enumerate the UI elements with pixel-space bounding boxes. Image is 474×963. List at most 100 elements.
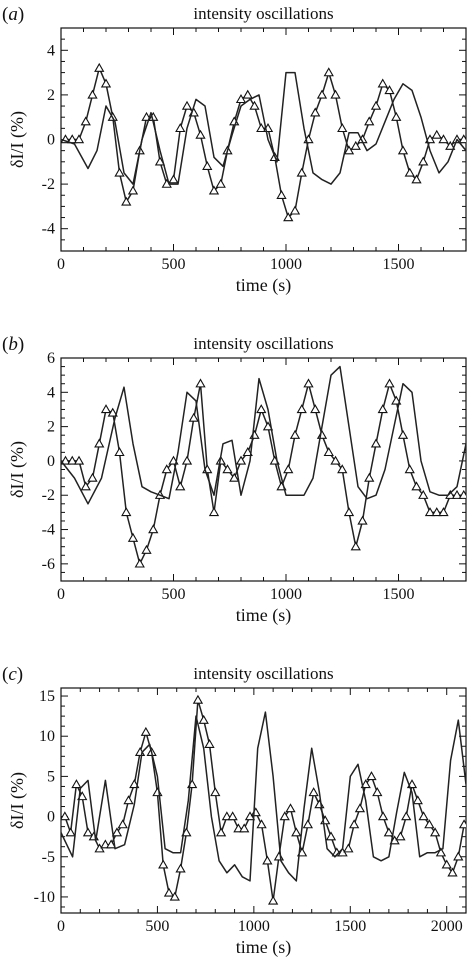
data-point-marker: [169, 891, 180, 901]
data-point-marker: [372, 787, 383, 797]
data-point-marker: [134, 558, 145, 568]
data-point-marker: [123, 795, 134, 805]
data-point-marker: [429, 827, 441, 837]
data-point-marker: [458, 819, 466, 829]
series-plain-line: [61, 71, 466, 185]
data-point-marker: [163, 887, 175, 897]
y-tick-label: -2: [42, 176, 55, 193]
data-point-marker: [127, 185, 139, 195]
data-point-marker: [404, 464, 415, 474]
data-point-marker: [458, 134, 466, 144]
x-tick-label: 1500: [383, 256, 415, 273]
data-point-marker: [391, 111, 402, 121]
data-point-marker: [100, 78, 112, 88]
data-point-marker: [242, 89, 253, 99]
data-point-marker: [314, 799, 325, 809]
data-point-marker: [71, 779, 82, 789]
y-tick-label: -5: [42, 849, 55, 866]
data-point-marker: [67, 455, 78, 465]
data-point-marker: [391, 395, 402, 405]
data-point-marker: [438, 134, 449, 144]
panel-a: intensity oscillations (a) 0 500 1000 1500 -4 -…: [2, 4, 467, 296]
data-point-marker: [303, 378, 314, 388]
series-triangle-markers: [61, 62, 466, 222]
series-line: [61, 711, 466, 882]
data-point-marker: [208, 507, 220, 517]
data-point-marker: [451, 489, 463, 499]
data-point-marker: [357, 515, 368, 525]
data-point-marker: [249, 429, 260, 439]
x-tick-label: 500: [162, 256, 186, 273]
data-point-marker: [188, 412, 199, 422]
data-point-marker: [198, 714, 209, 724]
data-point-marker: [384, 85, 395, 95]
y-tick-label: 4: [47, 384, 55, 401]
data-point-marker: [107, 407, 118, 417]
data-point-marker: [283, 212, 294, 222]
data-point-marker: [424, 507, 436, 517]
data-point-marker: [360, 779, 371, 789]
y-tick-label: 4: [47, 42, 55, 59]
data-point-marker: [445, 140, 456, 150]
panel-title: intensity oscillations: [193, 664, 333, 683]
data-point-marker: [323, 447, 334, 457]
data-point-marker: [73, 134, 85, 144]
data-point-marker: [210, 787, 221, 797]
data-point-marker: [80, 116, 91, 126]
series-line: [64, 699, 465, 902]
x-tick-label: 500: [162, 586, 186, 603]
panel-letter: b: [8, 334, 18, 355]
series-plain-line: [61, 711, 466, 882]
data-point-marker: [337, 123, 348, 133]
data-point-marker: [105, 839, 117, 849]
data-point-marker: [343, 507, 355, 517]
data-point-marker: [316, 89, 328, 99]
series-triangle-markers: [61, 694, 466, 905]
data-point-marker: [308, 787, 319, 797]
data-point-marker: [296, 404, 307, 414]
data-point-marker: [65, 827, 76, 837]
data-point-marker: [82, 827, 94, 837]
series-plain-line: [61, 365, 466, 505]
data-point-marker: [291, 827, 302, 837]
data-point-marker: [283, 464, 294, 474]
data-point-marker: [100, 404, 112, 414]
x-tick-label: 500: [145, 918, 169, 935]
data-point-marker: [435, 847, 447, 857]
y-tick-label: 15: [39, 688, 55, 705]
data-point-marker: [148, 524, 159, 534]
data-point-marker: [431, 129, 442, 139]
data-point-marker: [262, 421, 274, 431]
data-point-marker: [395, 831, 406, 841]
data-point-marker: [316, 429, 328, 439]
y-tick-label: 0: [47, 809, 55, 826]
data-point-marker: [302, 819, 314, 829]
data-point-marker: [140, 726, 152, 736]
x-axis-label: time (s): [236, 605, 292, 626]
x-tick-label: 1000: [270, 256, 302, 273]
data-point-marker: [397, 145, 409, 155]
data-point-marker: [215, 178, 226, 188]
data-point-marker: [195, 129, 206, 139]
x-tick-label: 2000: [431, 918, 463, 935]
data-point-marker: [121, 196, 132, 206]
data-point-marker: [158, 859, 169, 869]
panel-letter: a: [8, 4, 18, 25]
panel-title: intensity oscillations: [193, 334, 333, 353]
data-point-marker: [202, 160, 213, 170]
panel-b: intensity oscillations (b) 0 500 1000 1500 -6 -…: [2, 334, 467, 626]
data-point-marker: [61, 811, 71, 821]
y-tick-label: -4: [42, 221, 55, 238]
data-point-marker: [73, 455, 85, 465]
data-point-marker: [323, 67, 334, 77]
data-point-marker: [377, 811, 389, 821]
data-point-marker: [397, 429, 409, 439]
data-point-marker: [121, 507, 132, 517]
data-point-marker: [348, 819, 360, 829]
x-axis-label: time (s): [236, 275, 292, 296]
data-point-marker: [61, 455, 71, 465]
y-tick-label: 2: [47, 419, 55, 436]
data-point-marker: [364, 116, 375, 126]
data-point-marker: [235, 94, 247, 104]
data-point-marker: [350, 140, 361, 150]
